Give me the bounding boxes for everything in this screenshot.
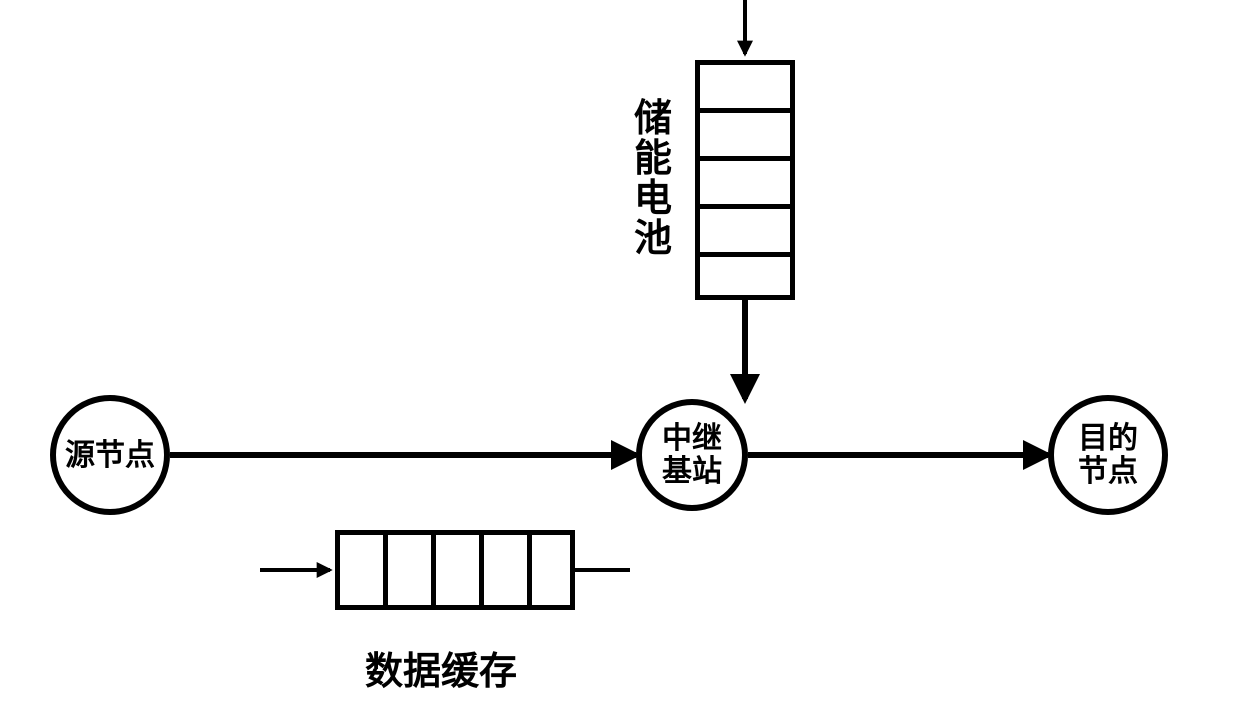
battery-label: 储 能 电 池 (628, 55, 678, 305)
battery-label-char: 电 (634, 180, 672, 220)
battery-label-char: 储 (634, 100, 672, 140)
dest-node-label: 目的 节点 (1078, 422, 1138, 488)
battery-cell (700, 161, 790, 209)
relay-node: 中继 基站 (636, 399, 748, 511)
source-node: 源节点 (50, 395, 170, 515)
dest-node: 目的 节点 (1048, 395, 1168, 515)
cache-label: 数据缓存 (365, 640, 517, 695)
cache-cell (436, 535, 484, 605)
source-node-label: 源节点 (65, 439, 155, 472)
edges-svg (0, 0, 1240, 708)
cache-cell (340, 535, 388, 605)
battery-cell (700, 257, 790, 295)
battery-box (695, 60, 795, 300)
battery-cell (700, 113, 790, 161)
cache-cell (388, 535, 436, 605)
battery-cell (700, 65, 790, 113)
relay-node-label: 中继 基站 (662, 422, 722, 488)
cache-box (335, 530, 575, 610)
battery-label-char: 池 (634, 220, 672, 260)
battery-cell (700, 209, 790, 257)
cache-cell (532, 535, 570, 605)
diagram-canvas: 储 能 电 池 数据缓存 源节点 中继 基站 目的 节点 (0, 0, 1240, 708)
cache-cell (484, 535, 532, 605)
battery-label-char: 能 (634, 140, 672, 180)
